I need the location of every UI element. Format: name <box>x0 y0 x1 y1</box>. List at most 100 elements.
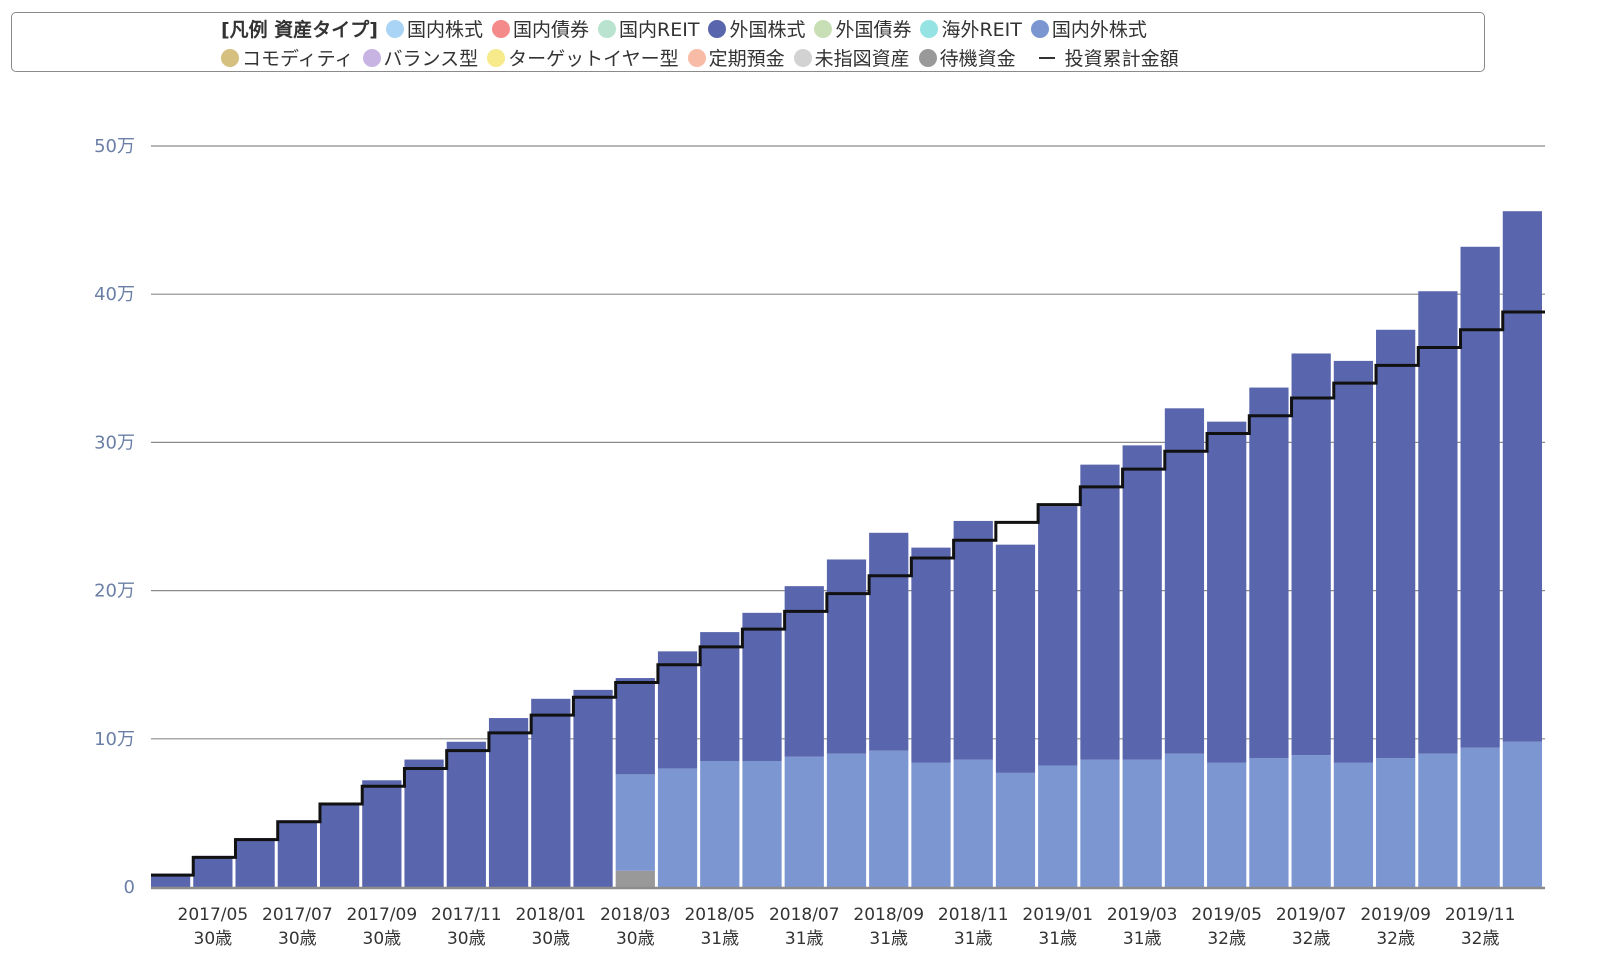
x-tick-age: 30歳 <box>531 929 570 949</box>
x-tick-date: 2018/11 <box>938 905 1009 925</box>
bar-segment <box>995 772 1036 887</box>
bar-segment <box>700 632 740 762</box>
x-tick-age: 31歳 <box>1038 929 1077 949</box>
legend-label: バランス型 <box>383 48 479 70</box>
bar-segment <box>953 520 993 760</box>
bar-segment <box>235 838 275 887</box>
legend-item-r2-2: ターゲットイヤー型 <box>487 44 679 71</box>
legend-label: 未指図資産 <box>814 48 910 70</box>
x-tick-date: 2017/11 <box>431 905 502 925</box>
y-tick-label: 50万 <box>94 136 135 157</box>
legend-label: 定期預金 <box>708 48 785 70</box>
x-tick-date: 2017/07 <box>262 905 333 925</box>
legend-label: 外国債券 <box>835 19 912 41</box>
bar-segment <box>1249 758 1289 887</box>
bar-segment <box>1080 464 1120 760</box>
bar-segment <box>531 698 571 887</box>
x-tick-age: 32歳 <box>1292 929 1331 949</box>
bar-segment <box>1502 211 1542 742</box>
x-tick-age: 31歳 <box>869 929 908 949</box>
legend-item-r1-1: 国内債券 <box>492 15 589 42</box>
bar-segment <box>573 689 613 887</box>
bar-segment <box>446 741 486 887</box>
bar-segment <box>1502 741 1542 887</box>
bar-segment <box>1418 291 1458 754</box>
legend-label: 国内REIT <box>619 19 700 41</box>
x-tick-date: 2019/07 <box>1276 905 1347 925</box>
bar-segment <box>1207 762 1247 887</box>
legend-swatch <box>814 19 833 38</box>
bar-segment <box>615 774 655 871</box>
legend-item-r2-4: 未指図資産 <box>793 44 910 71</box>
x-axis-ticks: 2017/05 30歳 2017/07 30歳 2017/09 30歳 2017/11 30歳… <box>178 905 1516 949</box>
legend-swatch <box>920 19 939 38</box>
bar-segment <box>1122 759 1162 887</box>
legend-item-r1-3: 外国株式 <box>708 15 805 42</box>
bar-segment <box>869 532 909 751</box>
x-tick-age: 31歳 <box>785 929 824 949</box>
bar-segment <box>1291 755 1331 887</box>
bar-segment <box>1291 353 1331 756</box>
legend-swatch <box>687 48 706 67</box>
bar-segment <box>1122 445 1162 760</box>
legend-label: 待機資金 <box>939 48 1016 70</box>
bar-segment <box>700 761 740 887</box>
legend-title: [凡例 資産タイプ] <box>221 19 378 41</box>
bars <box>151 211 1545 890</box>
legend-row-2: コモディティ バランス型 ターゲットイヤー型 定期預金 未指図資産 待機資金 投資累計金額 <box>221 44 1188 71</box>
legend-item-r2-0: コモディティ <box>221 44 354 71</box>
legend-swatch <box>1030 19 1049 38</box>
legend-swatch <box>385 19 404 38</box>
bar-segment <box>1164 408 1205 754</box>
bar-segment <box>657 651 698 769</box>
x-tick-date: 2017/09 <box>347 905 418 925</box>
x-tick-age: 31歳 <box>954 929 993 949</box>
bar-segment <box>488 718 529 887</box>
y-tick-label: 30万 <box>94 432 135 453</box>
bar-segment <box>319 802 360 887</box>
x-tick-age: 31歳 <box>1123 929 1162 949</box>
bar-segment <box>784 756 824 887</box>
cumulative-investment-line-layer <box>151 310 1545 877</box>
legend-label: 国内株式 <box>406 19 483 41</box>
x-tick-age: 32歳 <box>1376 929 1415 949</box>
bar-segment <box>1249 387 1289 759</box>
bar-segment <box>869 750 909 887</box>
x-tick-age: 30歳 <box>194 929 233 949</box>
legend-label: コモディティ <box>242 48 354 70</box>
bar-segment <box>1460 246 1500 748</box>
bar-segment <box>615 678 655 775</box>
legend-swatch <box>221 48 239 67</box>
bar-segment <box>911 547 951 763</box>
x-tick-date: 2017/05 <box>178 905 249 925</box>
y-tick-label: 0 <box>124 877 135 898</box>
x-tick-age: 32歳 <box>1461 929 1500 949</box>
legend-item-r1-5: 海外REIT <box>920 15 1022 42</box>
bar-segment <box>1164 753 1205 887</box>
x-tick-age: 31歳 <box>700 929 739 949</box>
y-axis-ticks: 0 10万 20万 30万 40万 50万 <box>94 136 135 898</box>
legend-item-r2-1: バランス型 <box>362 44 479 71</box>
bar-segment <box>1418 753 1458 887</box>
x-tick-date: 2019/05 <box>1191 905 1262 925</box>
bar-segment <box>1207 421 1247 763</box>
x-tick-date: 2019/03 <box>1107 905 1178 925</box>
bar-segment <box>1038 765 1078 887</box>
bar-segment <box>1333 360 1374 763</box>
legend-item-r1-2: 国内REIT <box>598 15 699 42</box>
y-tick-label: 40万 <box>94 284 135 305</box>
bar-segment <box>193 855 233 887</box>
legend-swatch <box>487 48 506 67</box>
bar-segment <box>995 544 1036 773</box>
x-tick-date: 2019/01 <box>1022 905 1093 925</box>
legend-label: 外国株式 <box>729 19 806 41</box>
bar-segment <box>1460 747 1500 887</box>
legend-item-r1-6: 国内外株式 <box>1030 15 1147 42</box>
bar-segment <box>953 759 993 887</box>
x-tick-age: 30歳 <box>616 929 655 949</box>
bar-segment <box>404 759 444 887</box>
legend-line-swatch <box>1038 56 1055 59</box>
legend-label: 国内外株式 <box>1051 19 1147 41</box>
x-tick-date: 2019/09 <box>1360 905 1431 925</box>
